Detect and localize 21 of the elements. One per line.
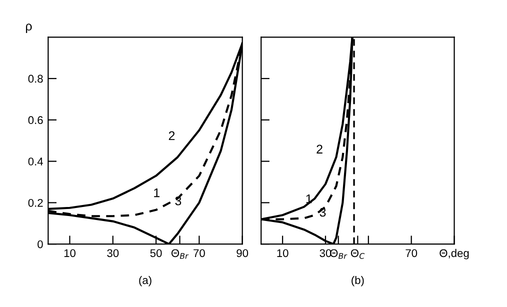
annotation: 2 [316,144,322,154]
x-tick-label: 90 [236,249,248,258]
x-tick-label: Θ,deg [440,248,469,260]
x-tick-label: 30 [107,249,119,258]
x-tick-label: 10 [277,249,288,258]
y-tick-label: 0.6 [28,116,43,124]
x-tick-label: 70 [406,249,418,258]
x-axis-title: (a) [139,276,152,286]
x-tick-label: 50 [150,249,162,258]
y-tick-label: 0.4 [28,158,43,166]
y-axis-title: ρ [26,24,32,34]
y-tick-label: 0.2 [28,198,43,207]
y-tick-label: 0 [38,240,43,248]
annotation: 1 [154,188,160,198]
x-tick-label: Θ$_{C}$ [350,249,365,259]
x-axis-title: (b) [352,276,364,286]
annotation: 2 [168,131,175,140]
x-tick-label: 10 [64,249,76,258]
y-tick-label: 0.8 [28,74,43,83]
x-tick-label: 70 [194,249,205,258]
x-tick-label: Θ$_{Br}$ [171,249,189,259]
